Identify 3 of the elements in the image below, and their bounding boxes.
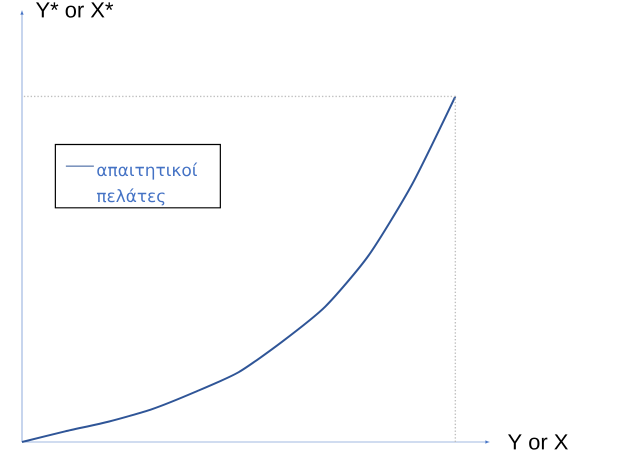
- x-axis-title: Y or X: [508, 434, 568, 450]
- y-axis-title: Y* or X*: [36, 2, 114, 18]
- legend-label: απαιτητικοί πελάτες: [96, 162, 198, 206]
